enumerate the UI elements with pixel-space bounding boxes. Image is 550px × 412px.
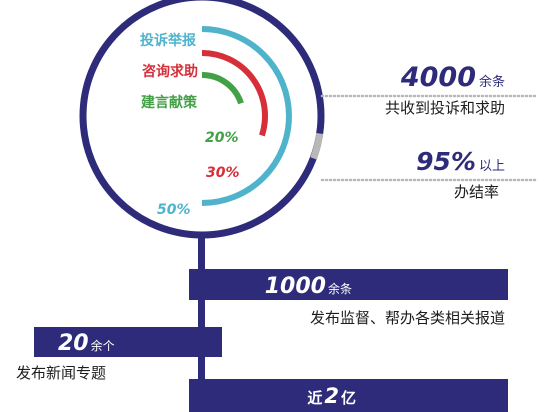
stat-total: 4000 余条	[400, 62, 505, 93]
outer-ring	[79, 0, 325, 239]
pct-label-consult: 30%	[206, 165, 240, 181]
timeline-bar-3-value: 近2 亿	[307, 384, 356, 408]
stat-completion-label: 办结率	[454, 183, 499, 201]
timeline-bar-1-value: 1000 余条	[265, 274, 352, 299]
timeline-bar-2-value: 20 余个	[58, 331, 115, 356]
timeline-bar-1-label: 发布监督、帮办各类相关报道	[310, 309, 505, 327]
completion-ring-segment	[310, 132, 324, 160]
category-label-suggestion: 建言献策	[141, 94, 198, 111]
pct-label-suggestion: 20%	[205, 130, 239, 146]
radial-bar-complaint	[201, 26, 292, 206]
stat-total-label: 共收到投诉和求助	[385, 99, 505, 117]
timeline-bar-1	[189, 269, 508, 300]
category-label-consult: 咨询求助	[142, 63, 198, 80]
pct-label-complaint: 50%	[157, 202, 191, 218]
timeline-bar-3	[189, 379, 508, 412]
timeline-bar-2-label: 发布新闻专题	[16, 364, 106, 382]
radial-bars	[201, 26, 292, 206]
category-label-complaint: 投诉举报	[140, 32, 196, 49]
stat-completion: 95% 以上	[416, 147, 505, 176]
timeline-connector	[198, 238, 205, 412]
radial-bar-consult	[201, 50, 268, 137]
timeline-bar-2	[34, 327, 222, 357]
radial-bar-suggestion	[201, 72, 244, 105]
